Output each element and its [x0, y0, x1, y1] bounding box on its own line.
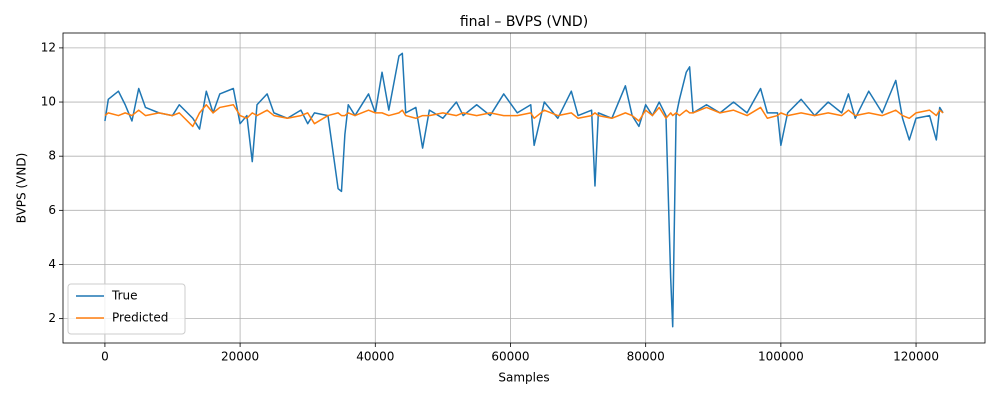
x-tick-label: 60000: [491, 350, 529, 364]
x-tick-label: 40000: [356, 350, 394, 364]
x-axis-label: Samples: [498, 371, 549, 385]
line-series: [104, 104, 944, 128]
x-tick-label: 100000: [758, 350, 804, 364]
x-tick-label: 0: [101, 350, 109, 364]
chart-title: final – BVPS (VND): [460, 14, 588, 30]
x-tick-label: 120000: [893, 350, 939, 364]
y-tick-label: 8: [48, 149, 56, 163]
x-tick-label: 20000: [221, 350, 259, 364]
legend-label: Predicted: [112, 311, 168, 325]
x-tick-label: 80000: [627, 350, 665, 364]
legend-label: True: [111, 289, 138, 303]
legend: True Predicted: [67, 283, 186, 335]
plot-frame: [62, 32, 986, 344]
y-axis-label: BVPS (VND): [15, 153, 29, 224]
y-tick-label: 6: [48, 203, 56, 217]
line-series: [104, 52, 944, 328]
y-tick-label: 2: [48, 311, 56, 325]
y-tick-label: 4: [48, 257, 56, 271]
y-tick-label: 12: [41, 40, 56, 54]
y-tick-label: 10: [41, 95, 56, 109]
